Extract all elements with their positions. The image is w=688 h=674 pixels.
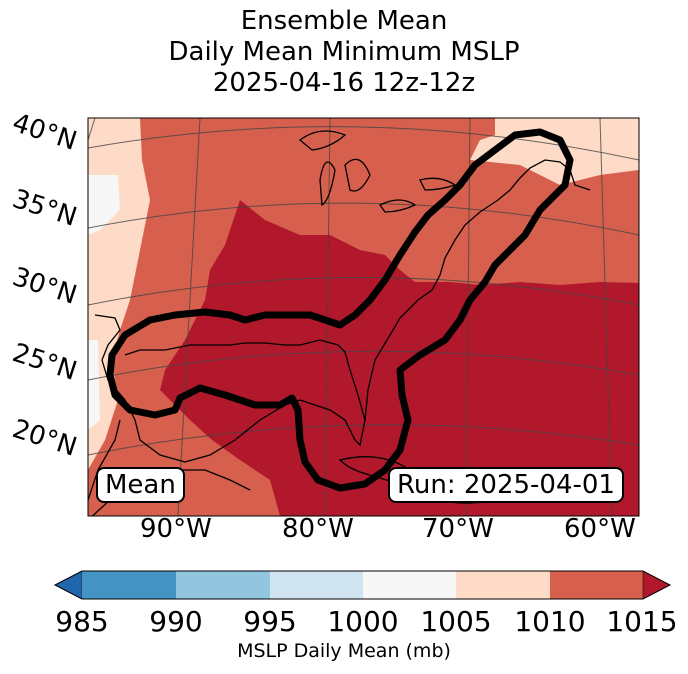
title-line-3: 2025-04-16 12z-12z (212, 68, 476, 98)
colorbar-tick-1015: 1015 (606, 605, 678, 638)
colorbar-bin-1010-1015 (550, 571, 643, 599)
colorbar-tick-1010: 1010 (514, 605, 586, 638)
colorbar-bin-1000-1005 (363, 571, 456, 599)
lon-label-80w: 80°W (282, 514, 354, 544)
colorbar-tick-990: 990 (149, 605, 203, 638)
lon-label-60w: 60°W (564, 514, 636, 544)
pressure-field-above-1015 (160, 200, 639, 516)
colorbar-extend-high (642, 570, 671, 600)
colorbar-tick-1005: 1005 (420, 605, 492, 638)
mean-label-box: Mean (96, 467, 185, 503)
pressure-field-1000-1005 (88, 175, 120, 430)
colorbar-bin-1005-1010 (456, 571, 550, 599)
colorbar-bin-990-995 (176, 571, 270, 599)
colorbar (53, 570, 672, 600)
mslp-contour (106, 128, 574, 492)
lon-label-90w: 90°W (140, 514, 212, 544)
title-line-1: Ensemble Mean (240, 6, 448, 36)
colorbar-tick-985: 985 (55, 605, 109, 638)
colorbar-tick-1000: 1000 (327, 605, 399, 638)
lon-label-70w: 70°W (422, 514, 494, 544)
colorbar-tick-995: 995 (243, 605, 297, 638)
chart-title: Ensemble Mean Daily Mean Minimum MSLP 20… (0, 6, 688, 99)
colorbar-bin-995-1000 (270, 571, 363, 599)
colorbar-bin-985-990 (82, 571, 176, 599)
map-frame (87, 117, 640, 517)
map-panel (88, 118, 639, 516)
colorbar-outline (53, 570, 672, 600)
title-line-2: Daily Mean Minimum MSLP (168, 37, 520, 67)
colorbar-label: MSLP Daily Mean (mb) (237, 640, 451, 662)
colorbar-extend-low (54, 570, 83, 600)
run-date-box: Run: 2025-04-01 (388, 467, 624, 503)
